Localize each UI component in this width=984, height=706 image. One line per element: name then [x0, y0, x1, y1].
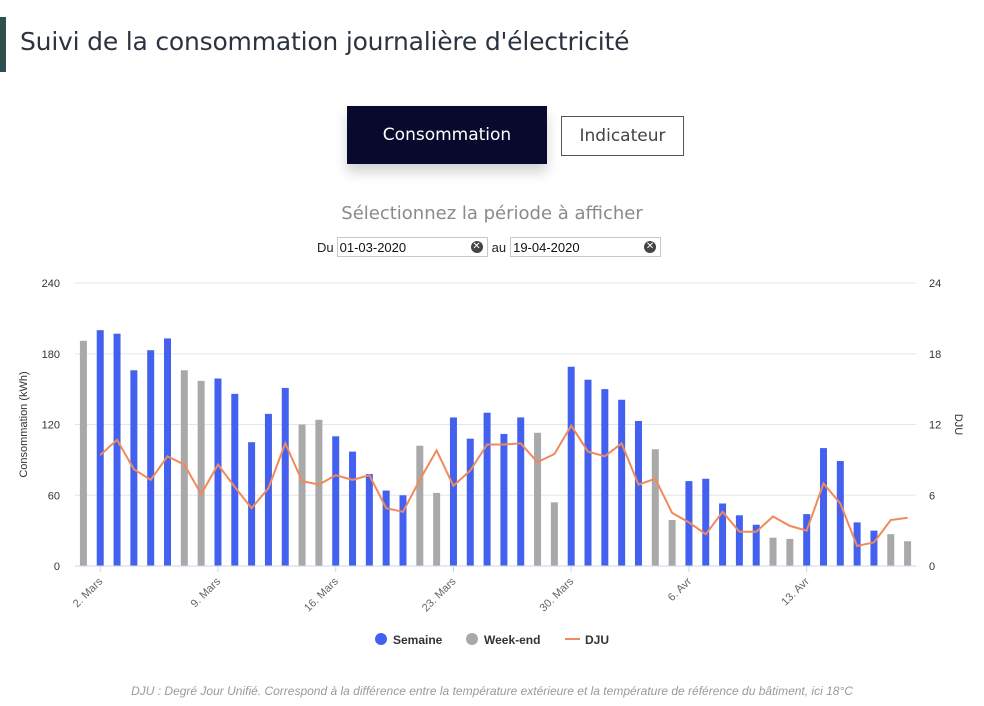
- to-date-input[interactable]: 19-04-2020 ✕: [510, 237, 662, 257]
- y-axis-tick-label: 0: [54, 561, 60, 573]
- bar-week-end: [651, 449, 659, 566]
- bar-week-end: [315, 419, 323, 566]
- bar-week-end: [197, 380, 205, 566]
- legend-semaine-label: Semaine: [393, 633, 443, 647]
- bar-semaine: [618, 399, 626, 566]
- bar-semaine: [500, 433, 508, 566]
- bar-semaine: [399, 495, 407, 566]
- legend-dju-label: DJU: [585, 633, 609, 647]
- bar-semaine: [719, 503, 727, 566]
- dju-line: [99, 423, 908, 548]
- bar-semaine: [634, 420, 642, 566]
- bar-semaine: [803, 514, 811, 566]
- x-axis-tick-label: 23. Mars: [420, 575, 459, 614]
- bar-semaine: [466, 438, 474, 566]
- y2-axis-tick-label: 24: [929, 278, 941, 290]
- title-accent-bar: [0, 17, 6, 72]
- bar-semaine: [214, 378, 222, 566]
- y2-axis-title: DJU: [952, 414, 964, 435]
- to-date-label: au: [491, 239, 507, 255]
- bar-semaine: [584, 379, 592, 566]
- x-axis-tick-label: 30. Mars: [538, 575, 577, 614]
- bar-week-end: [79, 340, 87, 566]
- clear-to-date-icon[interactable]: ✕: [644, 241, 657, 253]
- y-axis-tick-label: 60: [48, 490, 60, 502]
- bar-semaine: [248, 442, 256, 566]
- bar-semaine: [752, 524, 760, 566]
- bar-semaine: [567, 366, 575, 566]
- legend-week-end-marker: [466, 633, 478, 645]
- bar-semaine: [601, 389, 609, 566]
- bar-semaine: [382, 490, 390, 566]
- bar-semaine: [870, 530, 878, 566]
- bar-week-end: [887, 534, 895, 566]
- bar-semaine: [349, 451, 357, 566]
- bar-week-end: [180, 370, 188, 566]
- x-axis-tick-label: 9. Mars: [189, 575, 224, 610]
- bar-semaine: [164, 338, 172, 566]
- x-axis-tick-label: 2. Mars: [71, 575, 106, 610]
- bar-week-end: [298, 424, 306, 566]
- bar-semaine: [147, 350, 155, 566]
- bar-semaine: [836, 461, 844, 566]
- y2-axis-tick-label: 0: [929, 561, 935, 573]
- bar-week-end: [904, 541, 912, 566]
- bar-week-end: [416, 445, 424, 566]
- from-date-label: Du: [317, 239, 334, 255]
- bar-semaine: [735, 515, 743, 566]
- bar-week-end: [769, 537, 777, 566]
- indicateur-tab-button[interactable]: Indicateur: [561, 116, 684, 156]
- y-axis-title: Consommation (kWh): [18, 371, 30, 477]
- bar-semaine: [702, 478, 710, 566]
- from-date-input[interactable]: 01-03-2020 ✕: [336, 237, 488, 257]
- bar-week-end: [550, 502, 558, 566]
- from-date-value: 01-03-2020: [339, 239, 407, 255]
- legend-week-end-label: Week-end: [484, 633, 540, 647]
- x-axis-tick-label: 6. Avr: [666, 575, 694, 603]
- period-selector-title: Sélectionnez la période à afficher: [341, 203, 643, 224]
- bar-semaine: [483, 412, 491, 566]
- y2-axis-tick-label: 12: [929, 420, 941, 432]
- bar-week-end: [534, 432, 542, 566]
- bar-week-end: [433, 492, 441, 566]
- y2-axis-tick-label: 6: [929, 490, 935, 502]
- bar-semaine: [517, 417, 525, 566]
- bar-week-end: [668, 520, 676, 566]
- bar-semaine: [264, 413, 272, 566]
- x-axis-tick-label: 16. Mars: [302, 575, 341, 614]
- to-date-value: 19-04-2020: [513, 239, 580, 255]
- legend-semaine-marker: [375, 633, 387, 645]
- bar-semaine: [819, 448, 827, 566]
- y-axis-tick-label: 120: [42, 420, 60, 432]
- y2-axis-tick-label: 18: [929, 349, 941, 361]
- bar-semaine: [113, 333, 121, 566]
- date-range-selector: Du 01-03-2020 ✕ au 19-04-2020 ✕: [317, 236, 662, 258]
- y-axis-tick-label: 180: [42, 349, 60, 361]
- bar-week-end: [786, 538, 794, 566]
- bar-semaine: [449, 417, 457, 566]
- bar-semaine: [332, 436, 340, 566]
- page-title: Suivi de la consommation journalière d'é…: [20, 27, 630, 56]
- bar-semaine: [96, 330, 104, 566]
- consommation-tab-button[interactable]: Consommation: [347, 106, 547, 164]
- y-axis-tick-label: 240: [42, 278, 60, 290]
- consumption-chart: 0 60 120 180 240 0 6 12 18 24 Consommation (kWh) DJ…: [18, 278, 964, 647]
- clear-from-date-icon[interactable]: ✕: [470, 241, 483, 253]
- x-axis-tick-label: 13. Avr: [779, 575, 812, 608]
- bar-semaine: [281, 387, 289, 566]
- bar-semaine: [365, 474, 373, 566]
- bar-semaine: [231, 393, 239, 566]
- dju-footnote: DJU : Degré Jour Unifié. Correspond à la…: [131, 684, 853, 698]
